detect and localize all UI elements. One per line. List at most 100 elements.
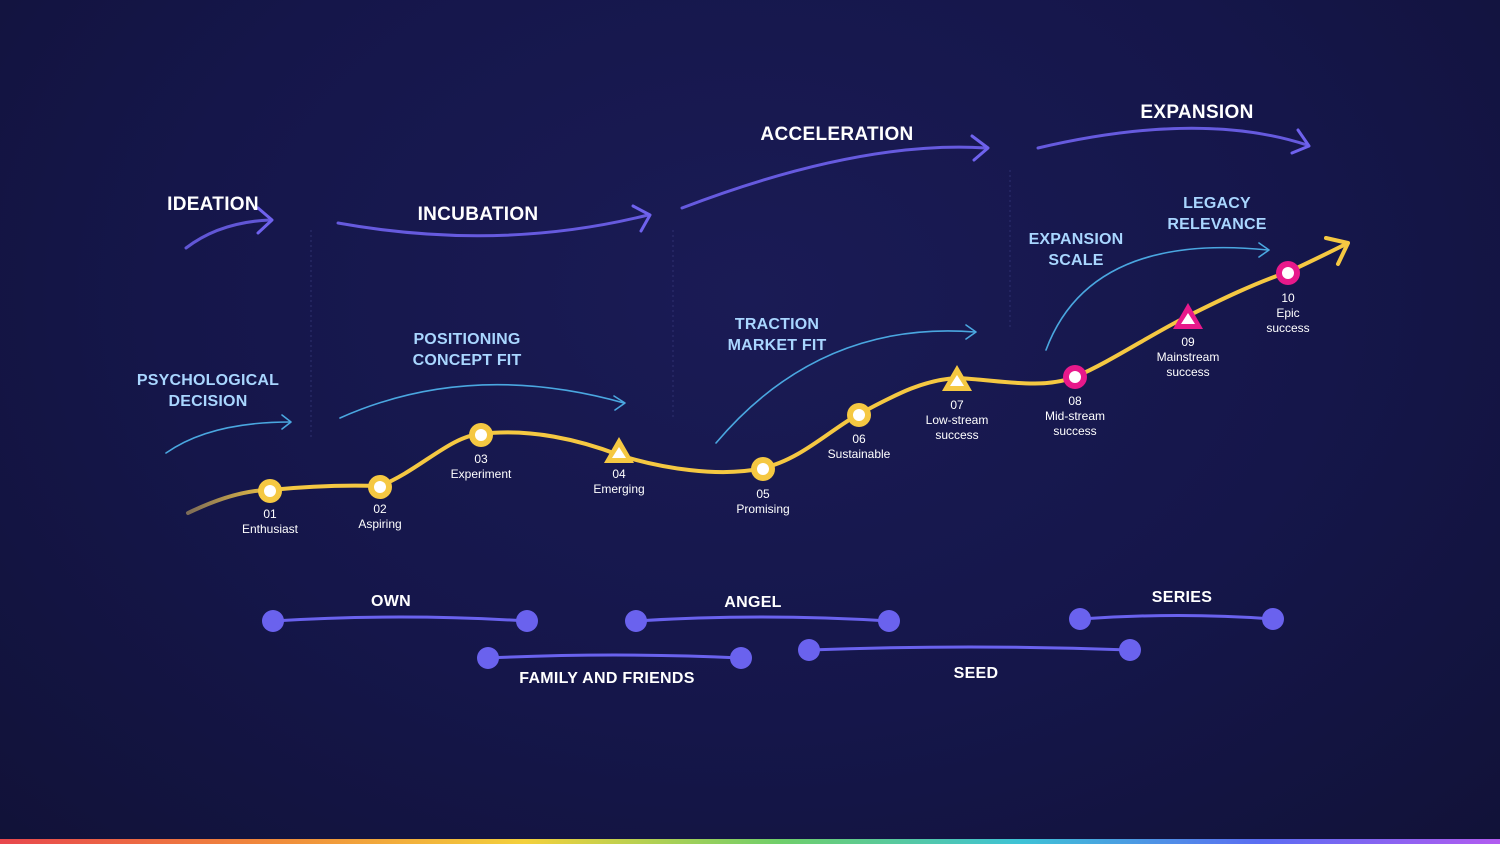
milestone-label: Mid-stream (1045, 409, 1105, 423)
sub-phase-labels: PSYCHOLOGICAL DECISION POSITIONING CONCE… (137, 195, 1267, 410)
milestone-label: Mainstream (1157, 350, 1220, 364)
milestone-number: 09 (1181, 335, 1195, 349)
milestone-circle-inner (757, 463, 769, 475)
funding-family-and-friends: FAMILY AND FRIENDS (477, 647, 752, 687)
milestone-number: 06 (852, 432, 866, 446)
legacy-relevance-line2: RELEVANCE (1167, 216, 1266, 233)
milestone-number: 04 (612, 467, 626, 481)
funding-bar (487, 653, 742, 660)
expansion-scale-arrowhead (1258, 242, 1270, 258)
psychological-decision-line1: PSYCHOLOGICAL (137, 372, 279, 389)
funding-angel-label: ANGEL (724, 594, 782, 611)
milestone-label: Enthusiast (242, 522, 299, 536)
milestone-label: success (1266, 321, 1309, 335)
traction-arrowhead (965, 324, 977, 340)
funding-end-dot (878, 610, 900, 632)
milestone-triangle-inner (1181, 313, 1195, 324)
milestone-label: Sustainable (828, 447, 891, 461)
positioning-arrowhead (613, 395, 626, 411)
funding-series-label: SERIES (1152, 589, 1213, 606)
expansion-scale-arrow (1045, 246, 1269, 351)
legacy-relevance-line1: LEGACY (1183, 195, 1251, 212)
funding-end-dot (516, 610, 538, 632)
rainbow-bottom-bar (0, 839, 1500, 844)
milestone-number: 07 (950, 398, 964, 412)
phase-arrows (184, 126, 1311, 250)
funding-own: OWN (262, 593, 538, 632)
milestone-number: 08 (1068, 394, 1082, 408)
sub-phase-arrows (165, 242, 1270, 454)
milestone-label: Promising (736, 502, 789, 516)
milestone-label: success (1053, 424, 1096, 438)
milestone-circle-inner (853, 409, 865, 421)
phase-ideation-label: IDEATION (167, 194, 259, 215)
funding-end-dot (1262, 608, 1284, 630)
growth-curve-arrowhead (1324, 236, 1350, 266)
milestone-number: 03 (474, 452, 488, 466)
milestone-label: Emerging (593, 482, 644, 496)
acceleration-arrow (680, 145, 988, 210)
milestone-triangle-inner (950, 375, 964, 386)
milestone-circle-inner (374, 481, 386, 493)
funding-end-dot (1119, 639, 1141, 661)
phase-incubation-label: INCUBATION (418, 204, 539, 225)
funding-start-dot (262, 610, 284, 632)
funding-own-label: OWN (371, 593, 411, 610)
phase-acceleration-label: ACCELERATION (760, 124, 913, 145)
milestone-triangle-inner (612, 447, 626, 458)
psychological-decision-arrowhead (281, 414, 292, 430)
funding-bar (635, 615, 890, 623)
milestone-label: Epic (1276, 306, 1299, 320)
funding-family-and-friends-label: FAMILY AND FRIENDS (519, 670, 695, 687)
milestone-number: 10 (1281, 291, 1295, 305)
funding-start-dot (1069, 608, 1091, 630)
milestone-label: success (1166, 365, 1209, 379)
funding-angel: ANGEL (625, 594, 900, 632)
expansion-scale-line2: SCALE (1048, 252, 1103, 269)
positioning-concept-fit-line1: POSITIONING (413, 331, 520, 348)
milestone-number: 05 (756, 487, 770, 501)
expansion-scale-line1: EXPANSION (1029, 231, 1124, 248)
funding-series: SERIES (1069, 589, 1284, 630)
acceleration-arrowhead (970, 134, 990, 162)
traction-market-fit-line2: MARKET FIT (728, 337, 827, 354)
positioning-concept-fit-line2: CONCEPT FIT (413, 352, 522, 369)
milestone-label: Experiment (451, 467, 512, 481)
ideation-arrowhead (256, 206, 274, 235)
funding-rounds: OWN FAMILY AND FRIENDS ANGEL SEED SERIES (262, 589, 1284, 687)
expansion-arrowhead (1290, 128, 1311, 155)
expansion-arrow (1036, 126, 1309, 150)
ideation-arrow (184, 218, 272, 250)
funding-start-dot (625, 610, 647, 632)
funding-bar (272, 615, 528, 623)
milestone-circle-inner (264, 485, 276, 497)
funding-seed-label: SEED (954, 665, 999, 682)
milestone-circle-inner (475, 429, 487, 441)
traction-market-fit-line1: TRACTION (735, 316, 819, 333)
funding-bar (808, 645, 1131, 652)
funding-seed: SEED (798, 639, 1141, 682)
milestone-number: 02 (373, 502, 387, 516)
funding-bar (1079, 614, 1274, 621)
traction-arrow (715, 330, 976, 444)
milestone-circle-inner (1069, 371, 1081, 383)
incubation-arrow (336, 213, 650, 238)
milestone-number: 01 (263, 507, 277, 521)
milestone-label: success (935, 428, 978, 442)
positioning-arrow (339, 383, 625, 419)
phase-expansion-label: EXPANSION (1140, 102, 1253, 123)
milestone-label: Low-stream (926, 413, 989, 427)
psychological-decision-arrow (165, 421, 291, 454)
phase-separators (310, 170, 1011, 440)
